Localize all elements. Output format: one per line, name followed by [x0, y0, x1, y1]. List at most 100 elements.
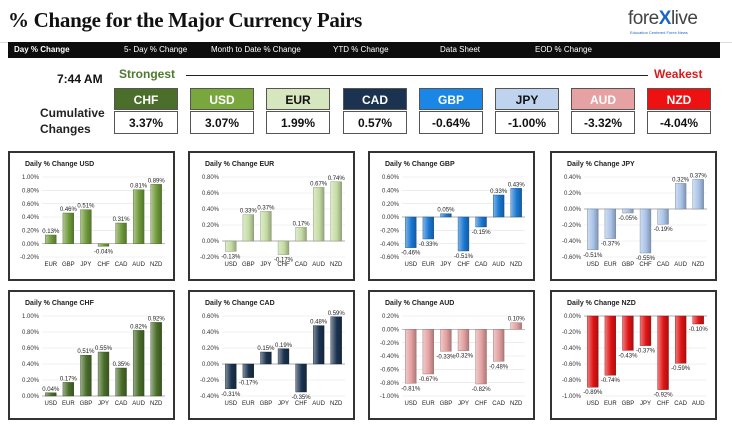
currency-change-cad: 0.57% [343, 111, 407, 134]
tab-day-change[interactable]: Day % Change [14, 45, 70, 54]
bar-aud [132, 189, 145, 244]
tab-data-sheet[interactable]: Data Sheet [440, 45, 481, 54]
data-label: -0.15% [472, 230, 492, 236]
x-tick-label: AUD [492, 262, 505, 268]
data-label: -0.43% [618, 353, 638, 359]
bar-chf [97, 243, 110, 247]
data-label: 0.19% [275, 343, 293, 349]
bar-chf [457, 216, 470, 252]
data-label: 0.55% [95, 346, 113, 352]
data-label: 0.33% [240, 209, 258, 215]
y-tick-label: -0.60% [562, 362, 582, 368]
chart-panel-7: Daily % Change NZD -1.00% -0.80% -0.60% -0.4… [550, 290, 717, 420]
chart-title: Daily % Change CAD [205, 300, 275, 307]
y-tick-label: -0.20% [20, 255, 40, 261]
y-tick-label: 0.00% [382, 215, 400, 221]
bar-chf [657, 315, 669, 390]
data-label: -0.13% [221, 254, 241, 260]
x-tick-label: NZD [150, 262, 163, 268]
bar-aud [674, 183, 687, 210]
chart-svg-3: Daily % Change JPY -0.60% -0.40% -0.20% 0.00… [562, 161, 707, 268]
x-tick-label: JPY [278, 401, 289, 407]
x-tick-label: EUR [422, 262, 435, 268]
currency-change-jpy: -1.00% [495, 111, 559, 134]
y-tick-label: 0.40% [564, 175, 582, 181]
page-title: % Change for the Major Currency Pairs [8, 8, 363, 32]
x-tick-label: JPY [80, 262, 91, 268]
data-label: -0.92% [654, 393, 674, 399]
chart-svg-1: Daily % Change EUR -0.20% 0.00% 0.20% 0.40% 0… [200, 161, 345, 268]
y-tick-label: 0.20% [564, 191, 582, 197]
y-tick-label: -0.20% [380, 229, 400, 235]
data-label: -0.82% [472, 387, 492, 393]
x-tick-label: GBP [260, 401, 273, 407]
data-label: -0.46% [401, 251, 421, 257]
currency-change-nzd: -4.04% [647, 111, 711, 134]
data-label: -0.31% [221, 392, 241, 398]
bar-jpy [277, 348, 290, 365]
data-label: 0.92% [148, 316, 166, 322]
ranking-divider [186, 75, 648, 76]
bar-cad [475, 216, 487, 228]
data-label: -0.32% [454, 354, 474, 360]
x-tick-label: AUD [312, 401, 325, 407]
x-tick-label: NZD [510, 262, 523, 268]
data-label: 0.10% [508, 317, 526, 323]
y-tick-label: 0.20% [202, 223, 220, 229]
logo-text-b: live [670, 8, 698, 29]
bar-nzd [510, 188, 522, 218]
y-tick-label: -0.20% [200, 255, 220, 261]
tab-5-day-change[interactable]: 5- Day % Change [124, 45, 188, 54]
data-label: 0.51% [77, 204, 95, 210]
bar-nzd [330, 316, 342, 365]
chart-title: Daily % Change USD [25, 161, 94, 168]
cumulative-label: Cumulative [40, 106, 105, 120]
data-label: 0.31% [113, 217, 131, 223]
chart-svg-2: Daily % Change GBP -0.60% -0.40% -0.20% 0.00… [380, 161, 525, 268]
x-tick-label: USD [224, 262, 237, 268]
bar-usd [587, 315, 599, 388]
x-tick-label: CAD [475, 262, 488, 268]
x-tick-label: CAD [674, 401, 687, 407]
bar-aud [492, 194, 505, 218]
x-tick-label: GBP [62, 262, 75, 268]
tab-eod-change[interactable]: EOD % Change [535, 45, 592, 54]
chart-svg-7: Daily % Change NZD -1.00% -0.80% -0.60% -0.4… [562, 300, 708, 407]
y-tick-label: 1.00% [22, 175, 40, 181]
x-tick-label: JPY [98, 401, 109, 407]
bar-gbp [80, 355, 92, 397]
y-tick-label: 0.00% [202, 362, 220, 368]
data-label: 0.48% [310, 320, 328, 326]
tab-ytd-change[interactable]: YTD % Change [333, 45, 389, 54]
data-label: 0.32% [672, 177, 690, 183]
timestamp: 7:44 AM [57, 72, 103, 86]
bar-nzd [330, 181, 342, 242]
bar-usd [405, 216, 417, 248]
y-tick-label: -0.60% [380, 368, 400, 374]
x-tick-label: USD [404, 262, 417, 268]
chart-title: Daily % Change NZD [567, 300, 636, 307]
y-tick-label: 0.80% [22, 330, 40, 336]
chart-panel-1: Daily % Change EUR -0.20% 0.00% 0.20% 0.40% 0… [188, 151, 355, 281]
x-tick-label: CHF [457, 262, 470, 268]
currency-code-chf: CHF [114, 88, 178, 110]
data-label: 0.05% [437, 208, 455, 214]
data-label: 0.35% [113, 362, 131, 368]
x-tick-label: CAD [295, 262, 308, 268]
tab-month-to-date-change[interactable]: Month to Date % Change [211, 45, 301, 54]
x-tick-label: GBP [622, 401, 635, 407]
bar-usd [225, 240, 237, 252]
bar-aud [132, 330, 145, 397]
x-tick-label: EUR [62, 401, 75, 407]
x-tick-label: NZD [150, 401, 163, 407]
y-tick-label: 0.00% [564, 207, 582, 213]
x-tick-label: JPY [458, 401, 469, 407]
bar-chf [475, 329, 487, 385]
bar-jpy [457, 329, 470, 351]
y-tick-label: 0.40% [202, 330, 220, 336]
bar-gbp [622, 208, 634, 214]
bar-jpy [260, 211, 272, 242]
x-tick-label: USD [224, 401, 237, 407]
strongest-label: Strongest [119, 67, 176, 81]
data-label: 0.81% [130, 184, 148, 190]
